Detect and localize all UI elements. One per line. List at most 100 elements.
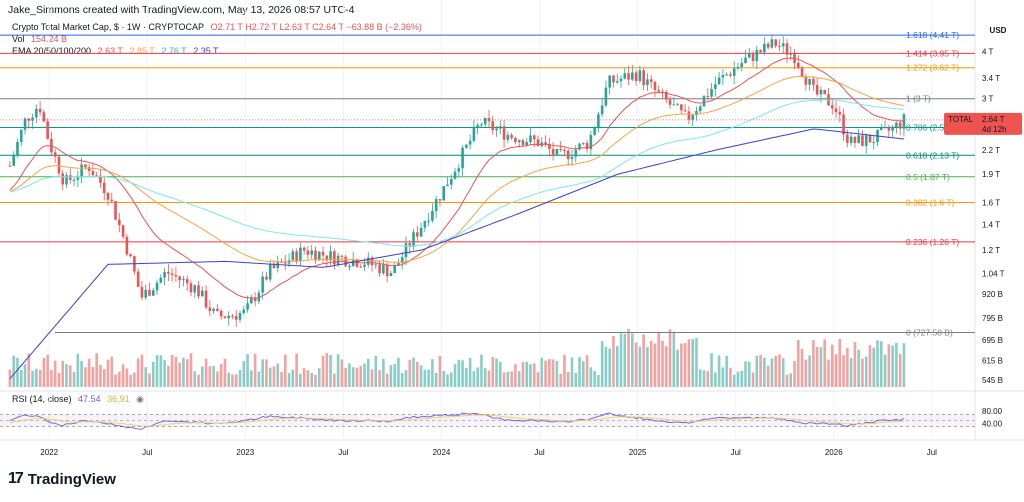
candle-body [87, 167, 91, 171]
candle-body [732, 68, 736, 76]
ema100-line [9, 99, 904, 247]
candle-body [887, 126, 891, 131]
candle-body [178, 276, 181, 281]
candle-body [815, 84, 819, 95]
volume-bar [272, 366, 276, 387]
volume-bar [363, 363, 366, 387]
volume-bar [687, 339, 691, 387]
volume-bar [714, 372, 717, 387]
candle-body [91, 170, 95, 176]
volume-bar [468, 358, 472, 387]
volume-bar [544, 360, 547, 387]
rsi-legend[interactable]: RSI (14, close) 47.54 36.91 ◉ [12, 394, 148, 405]
volume-bar [472, 371, 476, 387]
volume-bar [366, 358, 370, 387]
volume-bar [623, 333, 627, 387]
candle-body [265, 276, 268, 280]
candle-body [574, 149, 578, 157]
currency-label: USD [990, 26, 1007, 35]
candle-body [374, 264, 378, 266]
candle-body [144, 289, 148, 298]
volume-bar [638, 346, 642, 387]
candle-body [789, 53, 793, 55]
volume-bar [664, 346, 668, 387]
volume-bar [612, 335, 615, 387]
volume-bar [800, 348, 804, 387]
volume-bar [506, 371, 510, 387]
candle-body [336, 255, 340, 265]
volume-bar [457, 359, 461, 387]
volume-bar [627, 328, 630, 387]
volume-bar [208, 366, 212, 387]
candle-body [167, 271, 170, 274]
candle-body [348, 266, 351, 268]
candle-body [27, 118, 31, 121]
volume-bar [729, 367, 732, 387]
volume-bar [453, 364, 457, 387]
candle-body [106, 192, 110, 200]
candle-body [555, 148, 559, 155]
candle-body [148, 289, 151, 296]
volume-bar [257, 371, 261, 387]
candle-body [857, 135, 860, 143]
candle-body [102, 182, 106, 193]
volume-bar [683, 343, 687, 387]
volume-bar [691, 339, 694, 387]
volume-bar [766, 365, 770, 387]
volume-bar [333, 373, 336, 387]
volume-bar [382, 358, 385, 387]
fib-label: 0.618 (2.13 T) [906, 150, 959, 160]
volume-bar [261, 359, 264, 387]
volume-bar [521, 362, 525, 387]
volume-bar [438, 355, 442, 387]
ema-legend[interactable]: EMA 20/50/100/200 2.63 T 2.85 T 2.76 T 2… [12, 46, 223, 56]
volume-bar [393, 364, 396, 387]
ema200-value: 2.35 T [193, 46, 219, 56]
candle-body [404, 243, 408, 258]
volume-bar [570, 357, 574, 387]
candle-body [302, 247, 306, 251]
candle-body [121, 225, 125, 237]
volume-bar [770, 358, 774, 387]
volume-bar [895, 342, 898, 387]
candle-body [204, 290, 208, 308]
symbol-legend[interactable]: Crypto Total Market Cap, $ · 1W · CRYPTO… [12, 22, 426, 32]
candle-body [35, 108, 38, 118]
volume-bar [283, 354, 287, 387]
candle-body [223, 316, 227, 319]
volume-bar [434, 372, 438, 387]
volume-bar [555, 360, 559, 387]
eye-icon[interactable]: ◉ [136, 394, 144, 404]
volume-bar [412, 357, 415, 387]
candle-body [883, 126, 887, 128]
volume-bar [84, 367, 87, 387]
volume-bar [359, 365, 363, 387]
candle-body [416, 232, 419, 237]
candle-body [53, 152, 57, 157]
volume-bar [242, 361, 246, 387]
candle-body [65, 175, 68, 185]
volume-bar [898, 354, 902, 387]
price-tick-label: 4 T [982, 47, 994, 56]
volume-bar [834, 354, 838, 387]
tradingview-logo[interactable]: 17 TradingView [8, 470, 116, 488]
x-tick-label: Jul [338, 448, 348, 457]
volume-bar [23, 364, 27, 387]
candle-body [657, 90, 661, 92]
volume-bar [661, 340, 664, 387]
candle-body [548, 144, 551, 149]
candle-body [499, 126, 502, 129]
candle-body [491, 121, 495, 131]
volume-bar [185, 359, 189, 387]
volume-bar [400, 373, 404, 387]
volume-bar [465, 367, 468, 387]
candle-body [740, 63, 744, 67]
volume-bar [657, 332, 661, 387]
volume-bar [163, 360, 166, 387]
price-tick-label: 3 T [982, 95, 994, 104]
candle-body [830, 105, 834, 109]
candle-body [114, 201, 117, 220]
volume-bar [510, 371, 513, 387]
volume-bar [167, 365, 170, 387]
